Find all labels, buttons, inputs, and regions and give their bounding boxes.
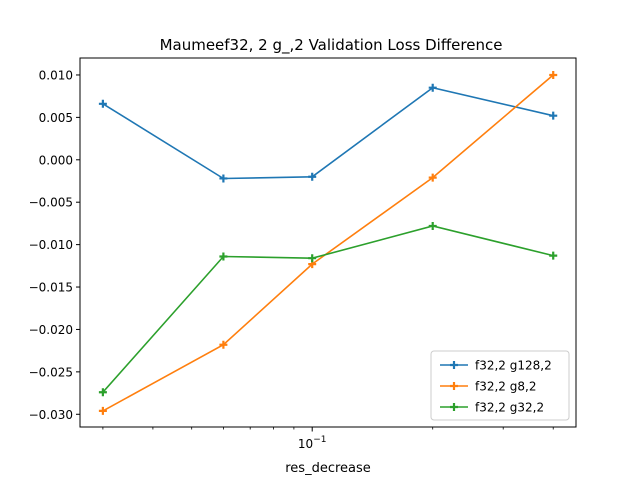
x-axis: 10−1 (102, 427, 554, 451)
data-point (549, 251, 558, 260)
data-point (428, 173, 437, 182)
data-point (308, 254, 317, 263)
plot-frame (79, 57, 577, 428)
legend-label: f32,2 g32,2 (475, 401, 544, 415)
data-point (428, 83, 437, 92)
y-tick-label: −0.020 (29, 323, 73, 337)
y-axis: 0.010 0.005 0.000 −0.005 −0.010 −0.015 −0.020 −… (29, 68, 80, 422)
data-point (219, 340, 228, 349)
y-tick-label: 0.000 (39, 153, 73, 167)
y-tick-label: −0.005 (29, 196, 73, 210)
legend-label: f32,2 g8,2 (475, 380, 536, 394)
legend-swatch-marker (450, 403, 458, 411)
y-tick-label: −0.025 (29, 365, 73, 379)
y-tick-label: 0.005 (39, 111, 73, 125)
legend-label: f32,2 g128,2 (475, 359, 552, 373)
legend-box (430, 350, 570, 421)
data-point (308, 172, 317, 181)
chart-title: Maumeef32, 2 g_,2 Validation Loss Differ… (160, 36, 503, 55)
legend: f32,2 g128,2 f32,2 g8,2 f32,2 g32,2 (430, 350, 570, 421)
data-point (98, 406, 107, 415)
data-point (219, 174, 228, 183)
legend-swatch-marker (450, 382, 458, 390)
data-point (549, 111, 558, 120)
x-tick-label: 10−1 (298, 435, 327, 451)
data-point (219, 252, 228, 261)
legend-swatch-marker (450, 361, 458, 369)
y-tick-label: −0.030 (29, 408, 73, 422)
data-point (428, 221, 437, 230)
data-point (549, 70, 558, 79)
series-layer (98, 70, 558, 415)
y-tick-label: 0.010 (39, 68, 73, 82)
y-tick-label: −0.010 (29, 238, 73, 252)
data-point (98, 388, 107, 397)
x-axis-label: res_decrease (285, 461, 371, 476)
y-tick-label: −0.015 (29, 281, 73, 295)
data-point (98, 99, 107, 108)
